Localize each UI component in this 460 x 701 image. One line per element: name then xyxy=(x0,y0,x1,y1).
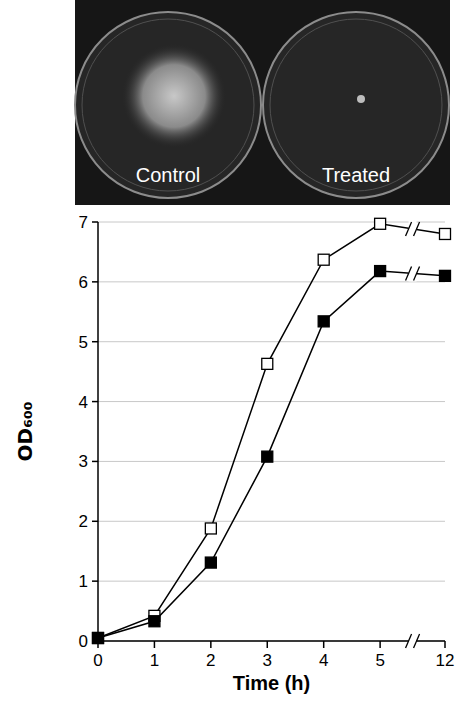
break-mark xyxy=(414,266,420,280)
y-tick-label: 4 xyxy=(79,393,88,412)
colony-spot xyxy=(357,95,365,103)
photo-label: Treated xyxy=(322,164,390,186)
y-tick-label: 5 xyxy=(79,333,88,352)
marker xyxy=(318,316,329,327)
y-axis-title: OD₆₀₀ xyxy=(13,402,37,462)
break-mark xyxy=(414,222,420,236)
marker xyxy=(93,633,104,644)
data-area xyxy=(93,218,451,643)
marker xyxy=(262,451,273,462)
break-mark xyxy=(406,634,412,648)
x-tick xyxy=(323,641,325,648)
grid-line xyxy=(98,281,445,282)
marker xyxy=(375,218,386,229)
well-rim xyxy=(82,19,254,191)
break-mark xyxy=(406,222,412,236)
x-tick-label: 12 xyxy=(436,651,455,670)
x-tick-label: 2 xyxy=(206,651,215,670)
marker xyxy=(440,270,451,281)
figure: ControlTreated0123456701234512Time (h)OD… xyxy=(0,0,460,701)
y-tick xyxy=(92,461,98,463)
photo-background xyxy=(75,0,450,205)
break-gap xyxy=(409,221,417,237)
series-line xyxy=(98,271,445,638)
marker xyxy=(375,266,386,277)
marker xyxy=(149,616,160,627)
marker xyxy=(205,557,216,568)
marker xyxy=(262,358,273,369)
y-tick xyxy=(92,580,98,582)
y-tick-label: 7 xyxy=(79,213,88,232)
y-tick xyxy=(92,521,98,523)
break-gap xyxy=(409,633,417,649)
root: ControlTreated0123456701234512Time (h)OD… xyxy=(0,0,460,701)
x-axis xyxy=(98,640,445,642)
grid-line xyxy=(98,401,445,402)
colony-spread xyxy=(122,44,226,148)
y-axis xyxy=(97,222,99,641)
break-mark xyxy=(406,266,412,280)
y-tick xyxy=(92,221,98,223)
y-tick-label: 0 xyxy=(79,632,88,651)
x-tick-label: 0 xyxy=(93,651,102,670)
y-tick-label: 3 xyxy=(79,452,88,471)
well-rim xyxy=(270,19,442,191)
x-tick xyxy=(154,641,156,648)
marker xyxy=(93,633,104,644)
well xyxy=(75,12,261,198)
grid-line xyxy=(98,341,445,342)
x-tick-label: 5 xyxy=(375,651,384,670)
marker xyxy=(440,228,451,239)
grid-line xyxy=(98,641,445,642)
well xyxy=(263,12,449,198)
x-tick xyxy=(267,641,269,648)
x-tick-label: 1 xyxy=(150,651,159,670)
marker xyxy=(205,523,216,534)
y-tick-label: 6 xyxy=(79,273,88,292)
x-axis-title: Time (h) xyxy=(233,672,310,694)
x-tick xyxy=(444,641,446,648)
photo: Control Treated xyxy=(75,0,450,205)
y-tick xyxy=(92,281,98,283)
chart: 0123456701234512 xyxy=(79,213,455,670)
y-tick-label: 1 xyxy=(79,572,88,591)
grid-line xyxy=(98,222,445,223)
series-line xyxy=(98,224,445,638)
y-tick xyxy=(92,341,98,343)
grid-line xyxy=(98,521,445,522)
marker xyxy=(318,254,329,265)
x-tick-label: 4 xyxy=(319,651,328,670)
x-tick xyxy=(210,641,212,648)
break-gap xyxy=(409,265,417,281)
y-tick xyxy=(92,401,98,403)
photo-label: Control xyxy=(136,164,200,186)
y-tick-label: 2 xyxy=(79,512,88,531)
break-mark xyxy=(414,634,420,648)
grid-line xyxy=(98,581,445,582)
x-tick xyxy=(379,641,381,648)
x-tick-label: 3 xyxy=(263,651,272,670)
